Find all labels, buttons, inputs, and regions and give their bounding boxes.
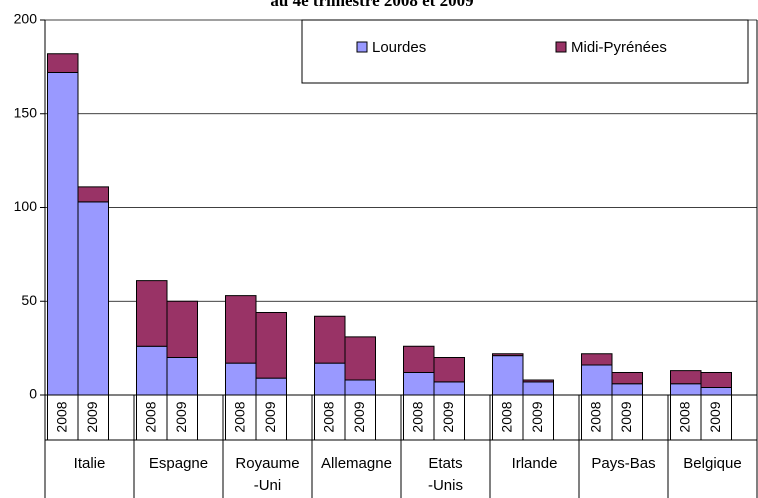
category-label: Belgique <box>683 455 742 472</box>
year-label: 2009 <box>440 401 456 432</box>
bar-segment <box>344 379 376 396</box>
year-label: 2009 <box>262 401 278 432</box>
bar-segment <box>700 387 732 396</box>
legend-label: Lourdes <box>372 39 426 56</box>
bar-segment <box>136 345 168 396</box>
bar-segment <box>492 355 524 396</box>
year-label: 2009 <box>529 401 545 432</box>
year-label: 2008 <box>53 401 69 432</box>
bar-segment <box>255 377 287 396</box>
year-label: 2009 <box>618 401 634 432</box>
bar-segment <box>403 345 435 373</box>
bar-segment <box>344 336 376 381</box>
bar-segment <box>225 362 257 396</box>
legend-label: Midi-Pyrénées <box>571 39 667 56</box>
bar-segment <box>225 295 257 364</box>
bar-segment <box>611 372 643 385</box>
year-label: 2008 <box>498 401 514 432</box>
bar-segment <box>581 364 613 396</box>
legend-swatch <box>356 41 368 53</box>
category-label: Italie <box>73 455 106 472</box>
year-label: 2009 <box>351 401 367 432</box>
category-label: Allemagne <box>321 455 392 472</box>
bar-segment <box>47 53 79 73</box>
bar-segment <box>700 372 732 388</box>
year-label: 2009 <box>84 401 100 432</box>
bar-segment <box>136 280 168 347</box>
year-label: 2009 <box>707 401 723 432</box>
bar-segment <box>611 383 643 396</box>
bar-segment <box>492 353 524 357</box>
year-label: 2008 <box>587 401 603 432</box>
bar-segment <box>433 381 465 396</box>
y-tick-label: 100 <box>14 198 38 214</box>
category-label: Espagne <box>148 455 209 472</box>
bar-segment <box>403 372 435 396</box>
bar-segment <box>47 72 79 396</box>
bar-segment <box>670 370 702 385</box>
year-label: 2008 <box>409 401 425 432</box>
bar-segment <box>314 315 346 364</box>
bar-segment <box>166 357 198 396</box>
bar-segment <box>522 379 554 383</box>
bar-segment <box>314 362 346 396</box>
category-label: Etats -Unis <box>427 455 463 494</box>
category-label: Pays-Bas <box>591 455 656 472</box>
bar-segment <box>581 353 613 366</box>
y-tick-label: 200 <box>14 11 38 27</box>
y-tick-label: 50 <box>21 292 37 308</box>
year-label: 2008 <box>676 401 692 432</box>
year-label: 2008 <box>320 401 336 432</box>
legend-box <box>301 19 749 84</box>
y-tick-label: 150 <box>14 104 38 120</box>
year-label: 2009 <box>173 401 189 432</box>
y-tick-label: 0 <box>29 386 37 402</box>
bar-segment <box>77 186 109 203</box>
bar-segment <box>255 312 287 379</box>
bar-segment <box>522 381 554 396</box>
category-label: Royaume -Uni <box>235 455 300 494</box>
bar-segment <box>670 383 702 396</box>
chart-title: au 4e trimestre 2008 et 2009 <box>270 0 473 10</box>
year-label: 2008 <box>231 401 247 432</box>
bar-segment <box>433 357 465 383</box>
category-label: Irlande <box>511 455 558 472</box>
bar-segment <box>77 201 109 396</box>
legend-swatch <box>555 41 567 53</box>
bar-segment <box>166 300 198 358</box>
year-label: 2008 <box>142 401 158 432</box>
